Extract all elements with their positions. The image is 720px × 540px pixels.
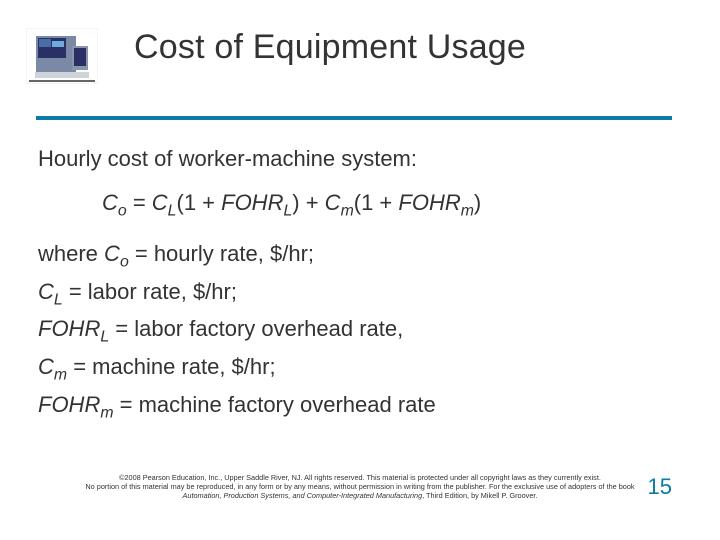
formula-t1-var: C [152, 190, 168, 215]
formula-close1: ) [292, 190, 299, 215]
thumbnail-image [26, 28, 98, 84]
formula-t2-var: C [325, 190, 341, 215]
title-underline [36, 116, 672, 120]
slide-title: Cost of Equipment Usage [134, 28, 526, 67]
def3-var: FOHR [38, 316, 100, 341]
def1-var: C [104, 241, 120, 266]
def2-rest: = labor rate, $/hr; [63, 279, 237, 304]
def4-sub: m [54, 366, 67, 383]
formula-lhs-var: C [102, 190, 118, 215]
def4-var: C [38, 354, 54, 379]
formula-fohr1: FOHR [221, 190, 283, 215]
def1-sub: o [120, 253, 129, 270]
formula-open2: ( [354, 190, 361, 215]
def5-rest: = machine factory overhead rate [114, 392, 436, 417]
formula-oneplus2: 1 + [361, 190, 398, 215]
def5-var: FOHR [38, 392, 100, 417]
formula-eq: = [127, 190, 152, 215]
slide-body: Hourly cost of worker-machine system: Co… [38, 146, 678, 428]
footer-book-title: Automation, Production Systems, and Comp… [183, 491, 423, 500]
def-4: Cm = machine rate, $/hr; [38, 352, 678, 386]
def2-var: C [38, 279, 54, 304]
def2-sub: L [54, 291, 63, 308]
intro-text: Hourly cost of worker-machine system: [38, 146, 678, 172]
definitions: where Co = hourly rate, $/hr; CL = labor… [38, 239, 678, 424]
formula-plus: + [300, 190, 325, 215]
page-number: 15 [648, 474, 672, 500]
footer-line2: No portion of this material may be repro… [40, 482, 680, 491]
footer-copyright: ©2008 Pearson Education, Inc., Upper Sad… [40, 473, 680, 482]
def-2: CL = labor rate, $/hr; [38, 277, 678, 311]
formula-fohr1-sub: L [283, 203, 292, 220]
def3-sub: L [100, 329, 109, 346]
footer: ©2008 Pearson Education, Inc., Upper Sad… [40, 473, 680, 500]
def-1: where Co = hourly rate, $/hr; [38, 239, 678, 273]
def-3: FOHRL = labor factory overhead rate, [38, 314, 678, 348]
def5-sub: m [100, 404, 113, 421]
formula-oneplus1: 1 + [184, 190, 221, 215]
slide: Cost of Equipment Usage Hourly cost of w… [0, 0, 720, 540]
def4-rest: = machine rate, $/hr; [67, 354, 276, 379]
formula-close2: ) [474, 190, 481, 215]
def1-rest: = hourly rate, $/hr; [129, 241, 314, 266]
formula-lhs-sub: o [118, 203, 127, 220]
def-where: where [38, 241, 104, 266]
def-5: FOHRm = machine factory overhead rate [38, 390, 678, 424]
slide-header: Cost of Equipment Usage [0, 0, 720, 100]
footer-book-line: Automation, Production Systems, and Comp… [40, 491, 680, 500]
formula-fohr2-sub: m [461, 203, 474, 220]
formula-open1: ( [176, 190, 183, 215]
formula-t2-sub: m [341, 203, 354, 220]
def3-rest: = labor factory overhead rate, [109, 316, 403, 341]
formula: Co = CL(1 + FOHRL) + Cm(1 + FOHRm) [102, 190, 678, 220]
footer-book-tail: , Third Edition, by Mikell P. Groover. [422, 491, 537, 500]
thumbnail-svg [26, 28, 98, 84]
formula-fohr2: FOHR [398, 190, 460, 215]
